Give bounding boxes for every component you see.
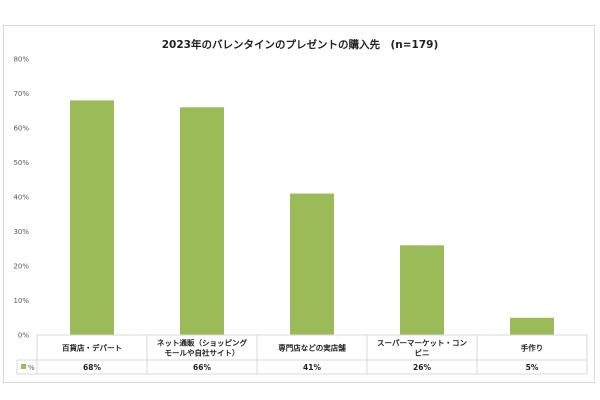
bar [70, 100, 114, 336]
category-label: モールや自社サイト） [165, 348, 240, 358]
data-label: 41% [303, 363, 321, 372]
category-label: ビニ [415, 348, 430, 358]
y-tick-label: 10% [13, 297, 29, 305]
y-tick-label: 50% [13, 159, 29, 167]
y-tick-label: 30% [13, 228, 29, 236]
y-tick-label: 70% [13, 90, 29, 98]
legend-label: % [28, 364, 35, 372]
y-tick-label: 0% [18, 332, 29, 340]
data-label: 66% [193, 363, 211, 372]
bar [290, 193, 334, 335]
category-label: 専門店などの実店舗 [278, 343, 346, 353]
category-label: スーパーマーケット・コン [377, 338, 467, 348]
bar [180, 107, 224, 335]
data-label: 5% [526, 363, 539, 372]
category-label: ネット通販（ショッピング [157, 338, 247, 348]
y-tick-label: 40% [13, 194, 29, 202]
data-label: 68% [83, 363, 101, 372]
chart-title: 2023年のバレンタインのプレゼントの購入先 (n=179) [161, 39, 439, 51]
y-tick-label: 60% [13, 125, 29, 133]
category-label: 手作り [521, 343, 544, 353]
y-tick-label: 20% [13, 263, 29, 271]
y-tick-label: 80% [13, 56, 29, 64]
legend-swatch [21, 364, 26, 369]
bar [400, 245, 444, 335]
bar [510, 317, 554, 335]
chart-frame [3, 25, 595, 383]
category-label: 百貨店・デパート [62, 343, 122, 353]
data-label: 26% [413, 363, 431, 372]
